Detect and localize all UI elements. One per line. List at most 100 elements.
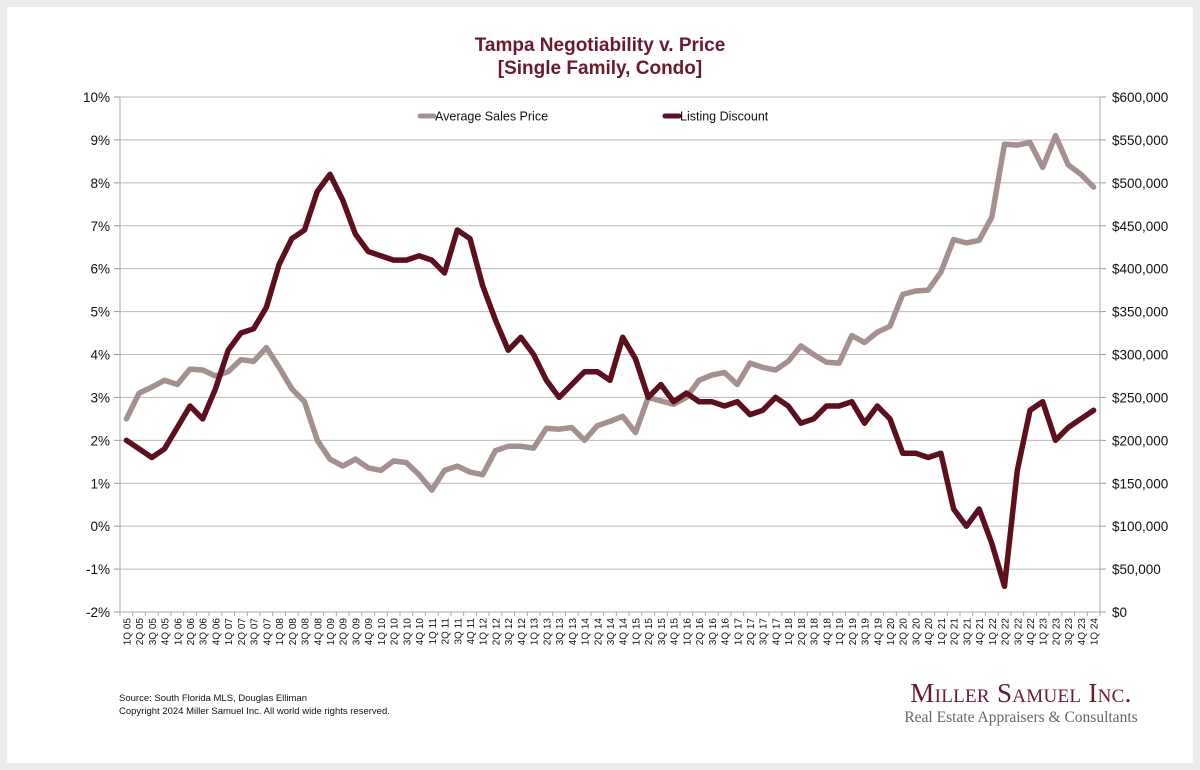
brand-logo: Miller Samuel Inc. Real Estate Appraiser… <box>902 678 1140 728</box>
x-tick-label: 4Q 06 <box>211 618 222 646</box>
source-text: Source: South Florida MLS, Douglas Ellim… <box>119 693 307 704</box>
chart-title: Tampa Negotiability v. Price <box>474 35 726 56</box>
x-axis: 1Q 05 2Q 05 3Q 05 4Q 05 1Q 06 2Q 06 3Q 06 4Q 06… <box>119 611 1101 646</box>
legend: Average Sales Price Listing Discount <box>417 110 769 124</box>
x-tick-label: 2Q 06 <box>186 618 197 646</box>
y-left-tick-label: 5% <box>90 305 110 320</box>
x-tick-label: 1Q 22 <box>988 618 999 646</box>
x-tick-label: 1Q 21 <box>937 618 948 646</box>
y-right-tick-label: $150,000 <box>1112 476 1168 491</box>
x-tick-label: 3Q 11 <box>453 618 464 645</box>
x-tick-label: 2Q 15 <box>644 618 655 646</box>
y-left-tick-label: 2% <box>90 433 110 448</box>
y-right-tick-label: $300,000 <box>1112 348 1168 363</box>
y-left-tick-label: 6% <box>90 262 110 277</box>
x-tick-label: 4Q 11 <box>466 618 477 645</box>
x-tick-label: 3Q 12 <box>504 618 515 646</box>
x-tick-label: 3Q 16 <box>708 618 719 646</box>
x-tick-label: 1Q 10 <box>377 618 388 646</box>
y-right-tick-label: $0 <box>1112 605 1127 620</box>
x-tick-label: 4Q 21 <box>975 618 986 646</box>
y-right-tick-label: $500,000 <box>1112 176 1168 191</box>
y-left-tick-label: -2% <box>86 605 110 620</box>
x-tick-label: 4Q 16 <box>721 618 732 646</box>
x-tick-label: 4Q 18 <box>822 618 833 646</box>
y-right-tick-label: $400,000 <box>1112 262 1168 277</box>
x-tick-label: 2Q 21 <box>950 618 961 646</box>
x-tick-label: 2Q 17 <box>746 618 757 646</box>
x-tick-label: 3Q 14 <box>606 618 617 646</box>
x-tick-label: 1Q 13 <box>530 618 541 646</box>
x-tick-label: 3Q 23 <box>1064 618 1075 646</box>
y-left-tick-label: 0% <box>90 519 110 534</box>
y-right-tick-label: $200,000 <box>1112 433 1168 448</box>
y-right-tick-label: $350,000 <box>1112 305 1168 320</box>
brand-name: Miller Samuel Inc. <box>910 678 1132 708</box>
x-tick-label: 1Q 09 <box>326 618 337 646</box>
y-right-tick-label: $550,000 <box>1112 133 1168 148</box>
x-tick-label: 1Q 14 <box>581 618 592 646</box>
x-tick-label: 1Q 06 <box>173 618 184 646</box>
x-tick-label: 1Q 11 <box>428 618 439 645</box>
x-tick-label: 3Q 08 <box>301 618 312 646</box>
x-tick-label: 4Q 12 <box>517 618 528 646</box>
y-left-tick-label: 4% <box>90 348 110 363</box>
x-tick-label: 2Q 23 <box>1051 618 1062 646</box>
x-tick-label: 3Q 19 <box>861 618 872 646</box>
y-right-tick-label: $450,000 <box>1112 219 1168 234</box>
chart-frame <box>7 7 1193 763</box>
x-tick-label: 2Q 07 <box>237 618 248 646</box>
x-tick-label: 3Q 10 <box>402 618 413 646</box>
x-tick-label: 1Q 05 <box>122 618 133 646</box>
x-tick-label: 3Q 13 <box>555 618 566 646</box>
x-tick-label: 4Q 14 <box>619 618 630 646</box>
y-axis-right: $600,000 $550,000 $500,000 $450,000 $400,000… <box>1099 90 1168 620</box>
x-tick-label: 1Q 07 <box>224 618 235 646</box>
x-tick-label: 2Q 20 <box>899 618 910 646</box>
x-tick-label: 4Q 19 <box>873 618 884 646</box>
x-tick-label: 2Q 08 <box>288 618 299 646</box>
y-left-tick-label: 9% <box>90 133 110 148</box>
x-tick-label: 3Q 06 <box>199 618 210 646</box>
x-tick-label: 1Q 08 <box>275 618 286 646</box>
x-tick-label: 1Q 15 <box>631 618 642 646</box>
series-lines <box>123 132 1097 590</box>
gridlines <box>120 96 1100 570</box>
brand-tagline: Real Estate Appraisers & Consultants <box>904 709 1138 726</box>
y-left-tick-label: 7% <box>90 219 110 234</box>
x-tick-label: 2Q 09 <box>339 618 350 646</box>
x-tick-label: 4Q 13 <box>568 618 579 646</box>
x-tick-label: 2Q 13 <box>542 618 553 646</box>
x-tick-label: 1Q 12 <box>479 618 490 646</box>
x-tick-label: 3Q 15 <box>657 618 668 646</box>
y-left-tick-label: -1% <box>86 562 110 577</box>
chart-subtitle: [Single Family, Condo] <box>497 58 703 79</box>
x-tick-label: 2Q 16 <box>695 618 706 646</box>
x-tick-label: 2Q 22 <box>1001 618 1012 646</box>
x-tick-label: 4Q 07 <box>262 618 273 646</box>
x-tick-label: 3Q 18 <box>810 618 821 646</box>
y-left-tick-label: 1% <box>90 476 110 491</box>
x-tick-label: 4Q 17 <box>771 618 782 646</box>
x-tick-label: 4Q 22 <box>1026 618 1037 646</box>
y-right-tick-label: $250,000 <box>1112 390 1168 405</box>
x-tick-label: 3Q 09 <box>351 618 362 646</box>
x-tick-label: 4Q 15 <box>670 618 681 646</box>
x-tick-label: 1Q 17 <box>733 618 744 646</box>
x-tick-label: 4Q 20 <box>924 618 935 646</box>
x-tick-label: 1Q 23 <box>1039 618 1050 646</box>
x-tick-label: 2Q 19 <box>848 618 859 646</box>
x-tick-label: 3Q 21 <box>962 618 973 646</box>
x-tick-label: 1Q 24 <box>1090 618 1101 646</box>
x-tick-label: 1Q 19 <box>835 618 846 646</box>
chart-title-block: Tampa Negotiability v. Price [Single Fam… <box>0 34 1200 80</box>
y-left-tick-label: 3% <box>90 390 110 405</box>
y-left-tick-label: 8% <box>90 176 110 191</box>
x-tick-label: 4Q 10 <box>415 618 426 646</box>
x-tick-label: 2Q 12 <box>491 618 502 646</box>
x-tick-label: 1Q 18 <box>784 618 795 646</box>
y-right-tick-label: $600,000 <box>1112 90 1168 105</box>
y-left-tick-label: 10% <box>83 90 110 105</box>
x-tick-label: 2Q 10 <box>390 618 401 646</box>
